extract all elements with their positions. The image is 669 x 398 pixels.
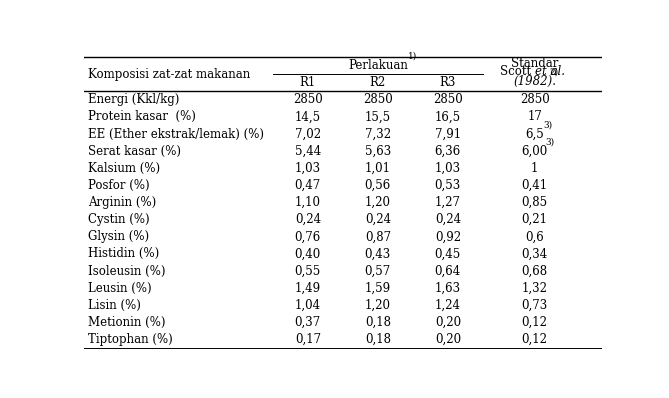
Text: EE (Ether ekstrak/lemak) (%): EE (Ether ekstrak/lemak) (%) bbox=[88, 127, 264, 140]
Text: 0,12: 0,12 bbox=[522, 316, 548, 329]
Text: 7,91: 7,91 bbox=[435, 127, 461, 140]
Text: 7,32: 7,32 bbox=[365, 127, 391, 140]
Text: Scott: Scott bbox=[500, 65, 535, 78]
Text: 0,34: 0,34 bbox=[522, 248, 548, 260]
Text: 0,17: 0,17 bbox=[295, 333, 321, 346]
Text: Kalsium (%): Kalsium (%) bbox=[88, 162, 160, 175]
Text: 1,27: 1,27 bbox=[435, 196, 461, 209]
Text: 14,5: 14,5 bbox=[295, 110, 321, 123]
Text: Glysin (%): Glysin (%) bbox=[88, 230, 149, 243]
Text: Lisin (%): Lisin (%) bbox=[88, 299, 140, 312]
Text: 0,12: 0,12 bbox=[522, 333, 548, 346]
Text: 0,56: 0,56 bbox=[365, 179, 391, 192]
Text: 3): 3) bbox=[546, 137, 555, 146]
Text: 0,24: 0,24 bbox=[295, 213, 321, 226]
Text: Posfor (%): Posfor (%) bbox=[88, 179, 149, 192]
Text: 0,41: 0,41 bbox=[522, 179, 548, 192]
Text: Energi (Kkl/kg): Energi (Kkl/kg) bbox=[88, 93, 179, 106]
Text: Isoleusin (%): Isoleusin (%) bbox=[88, 265, 165, 277]
Text: 1): 1) bbox=[408, 51, 417, 60]
Text: Standar: Standar bbox=[511, 57, 559, 70]
Text: R1: R1 bbox=[300, 76, 316, 89]
Text: Komposisi zat-zat makanan: Komposisi zat-zat makanan bbox=[88, 68, 250, 80]
Text: 0,18: 0,18 bbox=[365, 333, 391, 346]
Text: 1,04: 1,04 bbox=[295, 299, 321, 312]
Text: 0,53: 0,53 bbox=[435, 179, 461, 192]
Text: 0,40: 0,40 bbox=[295, 248, 321, 260]
Text: 1,63: 1,63 bbox=[435, 282, 461, 295]
Text: 0,37: 0,37 bbox=[295, 316, 321, 329]
Text: 0,43: 0,43 bbox=[365, 248, 391, 260]
Text: Tiptophan (%): Tiptophan (%) bbox=[88, 333, 173, 346]
Text: 5,44: 5,44 bbox=[295, 144, 321, 158]
Text: 17: 17 bbox=[527, 110, 542, 123]
Text: Metionin (%): Metionin (%) bbox=[88, 316, 165, 329]
Text: 2850: 2850 bbox=[433, 93, 463, 106]
Text: R3: R3 bbox=[440, 76, 456, 89]
Text: Cystin (%): Cystin (%) bbox=[88, 213, 149, 226]
Text: 1,32: 1,32 bbox=[522, 282, 548, 295]
Text: 0,21: 0,21 bbox=[522, 213, 548, 226]
Text: 0,92: 0,92 bbox=[435, 230, 461, 243]
Text: 6,36: 6,36 bbox=[435, 144, 461, 158]
Text: 0,68: 0,68 bbox=[522, 265, 548, 277]
Text: 0,85: 0,85 bbox=[522, 196, 548, 209]
Text: (1982).: (1982). bbox=[513, 75, 556, 88]
Text: 6,00: 6,00 bbox=[522, 144, 548, 158]
Text: Histidin (%): Histidin (%) bbox=[88, 248, 159, 260]
Text: 1: 1 bbox=[531, 162, 539, 175]
Text: 0,55: 0,55 bbox=[295, 265, 321, 277]
Text: 0,45: 0,45 bbox=[435, 248, 461, 260]
Text: 1,20: 1,20 bbox=[365, 196, 391, 209]
Text: 1,03: 1,03 bbox=[295, 162, 321, 175]
Text: 5,63: 5,63 bbox=[365, 144, 391, 158]
Text: 0,76: 0,76 bbox=[295, 230, 321, 243]
Text: 0,20: 0,20 bbox=[435, 333, 461, 346]
Text: 1,03: 1,03 bbox=[435, 162, 461, 175]
Text: et al.: et al. bbox=[535, 65, 565, 78]
Text: 0,47: 0,47 bbox=[295, 179, 321, 192]
Text: 2850: 2850 bbox=[293, 93, 322, 106]
Text: 7,02: 7,02 bbox=[295, 127, 321, 140]
Text: 0,18: 0,18 bbox=[365, 316, 391, 329]
Text: 0,73: 0,73 bbox=[522, 299, 548, 312]
Text: 6,5: 6,5 bbox=[525, 127, 544, 140]
Text: 16,5: 16,5 bbox=[435, 110, 461, 123]
Text: 0,87: 0,87 bbox=[365, 230, 391, 243]
Text: 0,20: 0,20 bbox=[435, 316, 461, 329]
Text: 0,57: 0,57 bbox=[365, 265, 391, 277]
Text: 2850: 2850 bbox=[520, 93, 549, 106]
Text: 1,10: 1,10 bbox=[295, 196, 321, 209]
Text: 1,59: 1,59 bbox=[365, 282, 391, 295]
Text: Perlakuan: Perlakuan bbox=[348, 59, 408, 72]
Text: 0,24: 0,24 bbox=[435, 213, 461, 226]
Text: 3): 3) bbox=[543, 120, 553, 129]
Text: 1,24: 1,24 bbox=[435, 299, 461, 312]
Text: 2): 2) bbox=[549, 68, 559, 76]
Text: Protein kasar  (%): Protein kasar (%) bbox=[88, 110, 195, 123]
Text: 1,20: 1,20 bbox=[365, 299, 391, 312]
Text: R2: R2 bbox=[370, 76, 386, 89]
Text: 15,5: 15,5 bbox=[365, 110, 391, 123]
Text: Serat kasar (%): Serat kasar (%) bbox=[88, 144, 181, 158]
Text: 0,24: 0,24 bbox=[365, 213, 391, 226]
Text: 0,64: 0,64 bbox=[435, 265, 461, 277]
Text: 1,01: 1,01 bbox=[365, 162, 391, 175]
Text: Arginin (%): Arginin (%) bbox=[88, 196, 156, 209]
Text: 2850: 2850 bbox=[363, 93, 393, 106]
Text: 1,49: 1,49 bbox=[295, 282, 321, 295]
Text: Leusin (%): Leusin (%) bbox=[88, 282, 151, 295]
Text: 0,6: 0,6 bbox=[525, 230, 544, 243]
